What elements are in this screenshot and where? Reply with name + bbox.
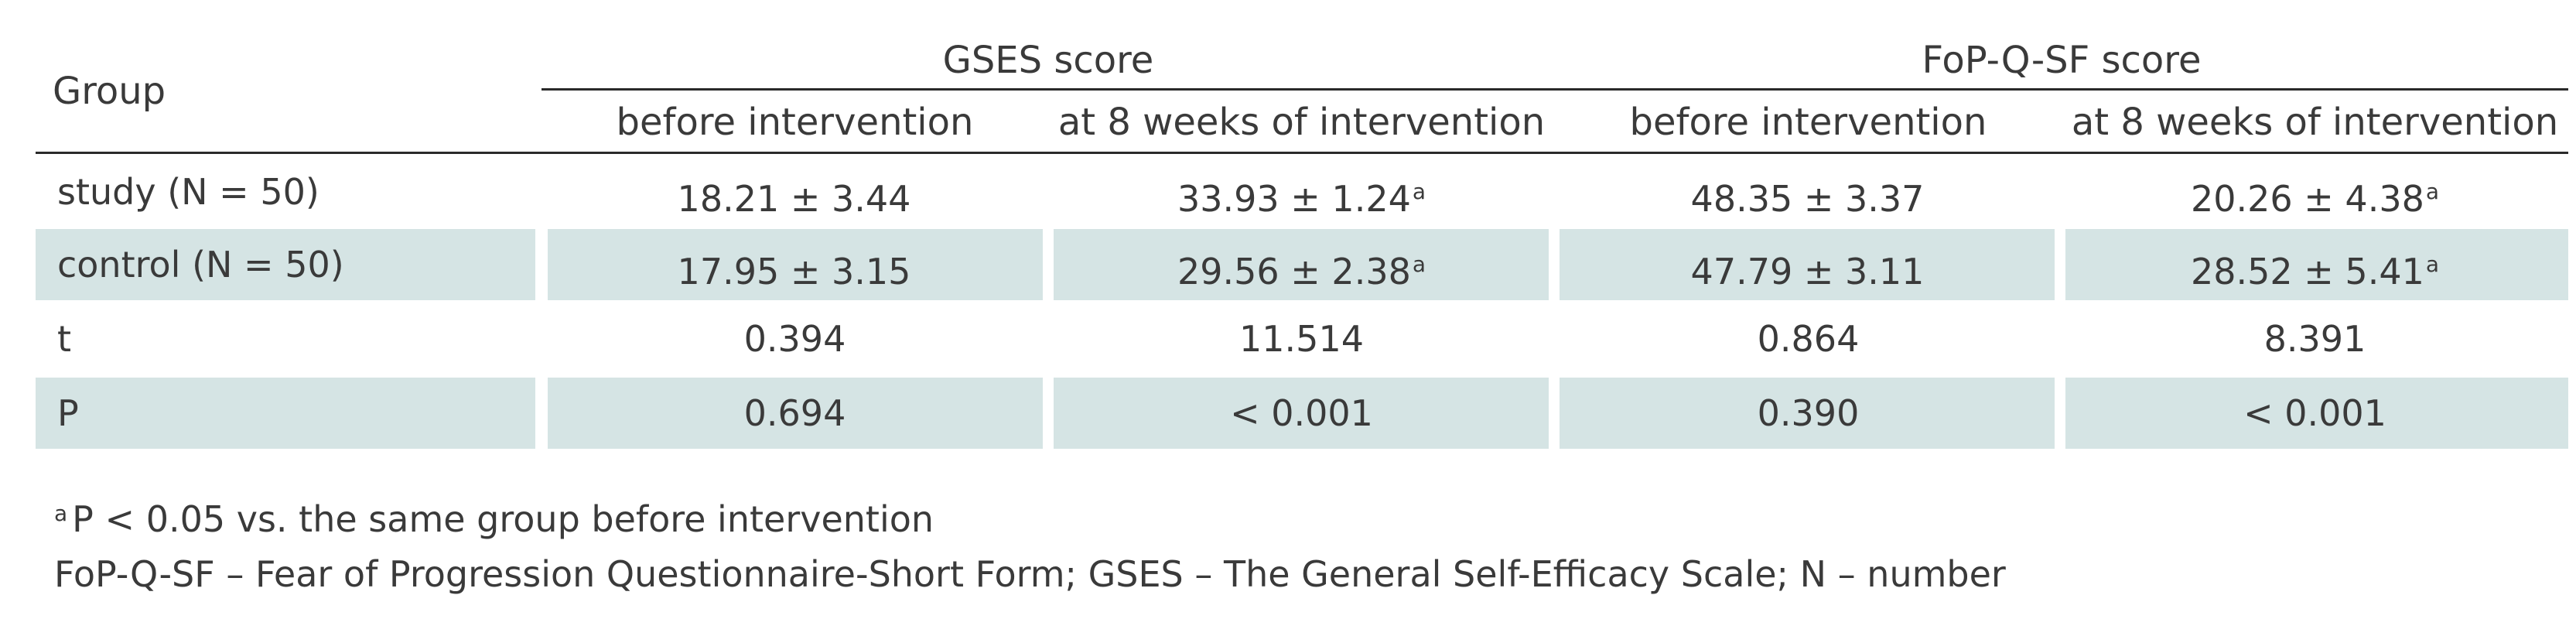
cell-value: 18.21 ± 3.44 <box>677 178 911 220</box>
table-cell: 47.79 ± 3.11 <box>1555 229 2062 300</box>
cell-value: 0.864 <box>1757 318 1860 360</box>
cell-value: < 0.001 <box>1230 392 1373 434</box>
table-row-label: study (N = 50) <box>57 171 319 213</box>
cell-value: 20.26 ± 4.38 <box>2190 178 2424 220</box>
table-cell: 0.390 <box>1555 378 2062 449</box>
group-header: Group <box>53 70 166 113</box>
cell-value: 33.93 ± 1.24 <box>1177 178 1411 220</box>
row-shade-control <box>36 229 2568 300</box>
cell-value: 11.514 <box>1239 318 1364 360</box>
table-cell: 18.21 ± 3.44 <box>542 156 1048 227</box>
footnote-marker: a <box>54 501 68 526</box>
cell-value: 8.391 <box>2263 318 2366 360</box>
table-cell: 20.26 ± 4.38a <box>2062 156 2568 227</box>
table-cell: 11.514 <box>1048 303 1555 374</box>
table-cell: 0.694 <box>542 378 1048 449</box>
cell-value: < 0.001 <box>2243 392 2386 434</box>
table-cell: 8.391 <box>2062 303 2568 374</box>
table-cell: 48.35 ± 3.37 <box>1555 156 2062 227</box>
footnote-text: P < 0.05 vs. the same group before inter… <box>72 498 934 540</box>
cell-value: 28.52 ± 5.41 <box>2190 251 2424 292</box>
table-row-label: control (N = 50) <box>57 244 344 286</box>
table-cell: 28.52 ± 5.41a <box>2062 229 2568 300</box>
cell-superscript: a <box>1412 251 1426 277</box>
table-cell: < 0.001 <box>1048 378 1555 449</box>
subheader-gses-before: before intervention <box>616 101 974 144</box>
table-cell: 17.95 ± 3.15 <box>542 229 1048 300</box>
cell-superscript: a <box>2425 179 2440 204</box>
table-cell: 0.394 <box>542 303 1048 374</box>
group-header-rule <box>542 88 2568 91</box>
table-cell: 33.93 ± 1.24a <box>1048 156 1555 227</box>
cell-superscript: a <box>2425 251 2440 277</box>
cell-value: 29.56 ± 2.38 <box>1177 251 1411 292</box>
cell-value: 48.35 ± 3.37 <box>1690 178 1925 220</box>
table-cell: < 0.001 <box>2062 378 2568 449</box>
cell-value: 0.394 <box>743 318 846 360</box>
cell-value: 17.95 ± 3.15 <box>677 251 911 292</box>
cell-value: 0.694 <box>743 392 846 434</box>
subheader-fop-8weeks: at 8 weeks of intervention <box>2071 101 2559 144</box>
row-shade-p <box>36 378 2568 449</box>
subheader-gses-8weeks: at 8 weeks of intervention <box>1057 101 1546 144</box>
cell-superscript: a <box>1412 179 1426 204</box>
fop-header: FoP-Q-SF score <box>1922 39 2202 82</box>
table-cell: 0.864 <box>1555 303 2062 374</box>
table-row-label: P <box>57 392 79 434</box>
gses-header: GSES score <box>942 39 1154 82</box>
cell-value: 0.390 <box>1757 392 1860 434</box>
table-cell: 29.56 ± 2.38a <box>1048 229 1555 300</box>
footnote-abbreviations: FoP-Q-SF – Fear of Progression Questionn… <box>54 553 2006 595</box>
subheader-fop-before: before intervention <box>1629 101 1987 144</box>
subheader-rule <box>36 152 2568 154</box>
cell-value: 47.79 ± 3.11 <box>1690 251 1925 292</box>
table-row-label: t <box>57 318 72 360</box>
